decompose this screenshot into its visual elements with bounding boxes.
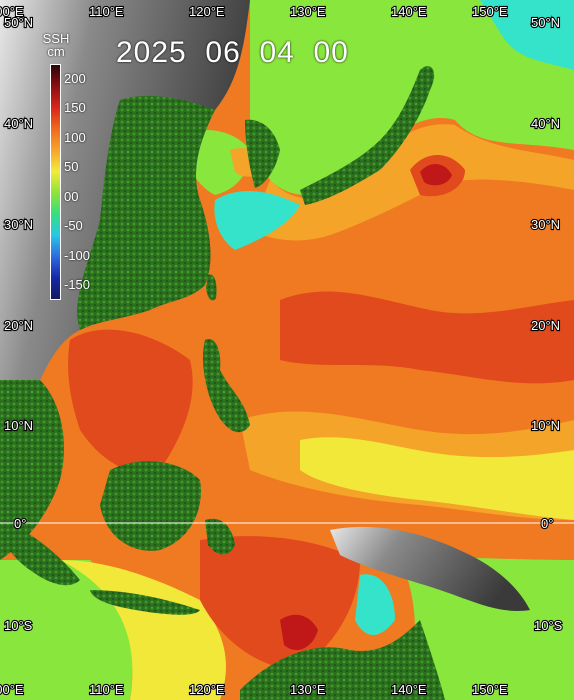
north-cold-pool	[480, 0, 574, 70]
land-sulawesi	[205, 518, 235, 555]
south-edge-green	[400, 557, 574, 700]
colorbar-tick-label: 50	[64, 159, 79, 175]
lat-label-left: 50°N	[4, 15, 33, 30]
lon-label-bottom: 110°E	[89, 682, 124, 697]
lon-labels-bottom: 100°E 110°E 120°E 130°E 140°E 150°E	[0, 681, 509, 698]
lat-label-right: 0°	[541, 516, 553, 531]
banda-sea-warm	[200, 536, 360, 670]
lon-label-top: 150°E	[472, 4, 508, 19]
warm-band-20n	[280, 291, 574, 384]
lat-label-right: 40°N	[531, 116, 560, 131]
land-philippines	[203, 339, 250, 433]
land-korea	[245, 119, 280, 188]
lat-label-left: 40°N	[4, 116, 33, 131]
south-china-sea-warm	[68, 329, 193, 473]
lat-label-right: 10°S	[534, 618, 563, 633]
colorbar-unit: cm	[47, 44, 65, 59]
colorbar-title: SSH cm	[38, 32, 74, 58]
lat-labels-left: 50°N 40°N 30°N 20°N 10°N 0° 10°S	[3, 14, 34, 634]
lon-label-bottom: 140°E	[391, 682, 427, 697]
land-borneo	[100, 461, 201, 551]
lat-label-right: 20°N	[531, 318, 560, 333]
lat-label-left: 20°N	[4, 318, 33, 333]
land-taiwan	[206, 274, 217, 301]
lat-label-left: 10°N	[4, 418, 33, 433]
colorbar-tick-label: 150	[64, 100, 86, 116]
lon-label-top: 110°E	[89, 4, 124, 19]
lon-label-bottom: 100°E	[0, 682, 24, 697]
lon-label-top: 100°E	[0, 4, 24, 19]
lon-labels-top: 100°E 110°E 120°E 130°E 140°E 150°E	[0, 3, 509, 20]
colorbar-quantity: SSH	[42, 31, 70, 46]
land-java	[90, 590, 200, 615]
kuroshio-transition	[250, 124, 574, 241]
colorbar-tick-label: -150	[64, 277, 91, 293]
east-china-sea-cool	[214, 190, 300, 250]
map-timestamp-title: 2025 06 04 00	[116, 36, 349, 69]
colorbar-tick-label: 200	[64, 70, 86, 86]
lon-label-top: 130°E	[290, 4, 326, 19]
lon-label-bottom: 130°E	[290, 682, 326, 697]
land-japan	[300, 66, 435, 205]
lat-label-right: 10°N	[531, 418, 560, 433]
colorbar-tick-label: -100	[64, 247, 91, 263]
lat-label-left: 10°S	[4, 618, 33, 633]
lon-label-bottom: 120°E	[189, 682, 225, 697]
land-east-asia-green	[77, 95, 216, 330]
colorbar-tick-label: 100	[64, 129, 86, 145]
land-australia	[240, 620, 445, 700]
southwest-yellow	[60, 560, 226, 700]
lat-label-left: 30°N	[4, 217, 33, 232]
arafura-cool	[355, 574, 395, 635]
banda-sea-peak	[280, 614, 318, 650]
tropical-yellow-band	[300, 437, 574, 520]
colorbar-tick-label: -50	[64, 218, 83, 234]
lon-label-top: 140°E	[391, 4, 427, 19]
colorbar-tick-label: 00	[64, 188, 79, 204]
land-indochina	[0, 380, 64, 560]
lat-label-left: 0°	[14, 516, 26, 531]
lat-label-right: 50°N	[531, 15, 560, 30]
lon-label-top: 120°E	[189, 4, 225, 19]
warm-eddy-1-core	[420, 164, 452, 186]
lat-label-right: 30°N	[531, 217, 560, 232]
lat-labels-right: 50°N 40°N 30°N 20°N 10°N 0° 10°S	[530, 14, 564, 634]
land-sumatra	[0, 520, 80, 586]
colorbar-gradient	[50, 64, 61, 300]
land-new-guinea	[330, 526, 530, 611]
lon-label-bottom: 150°E	[472, 682, 508, 697]
